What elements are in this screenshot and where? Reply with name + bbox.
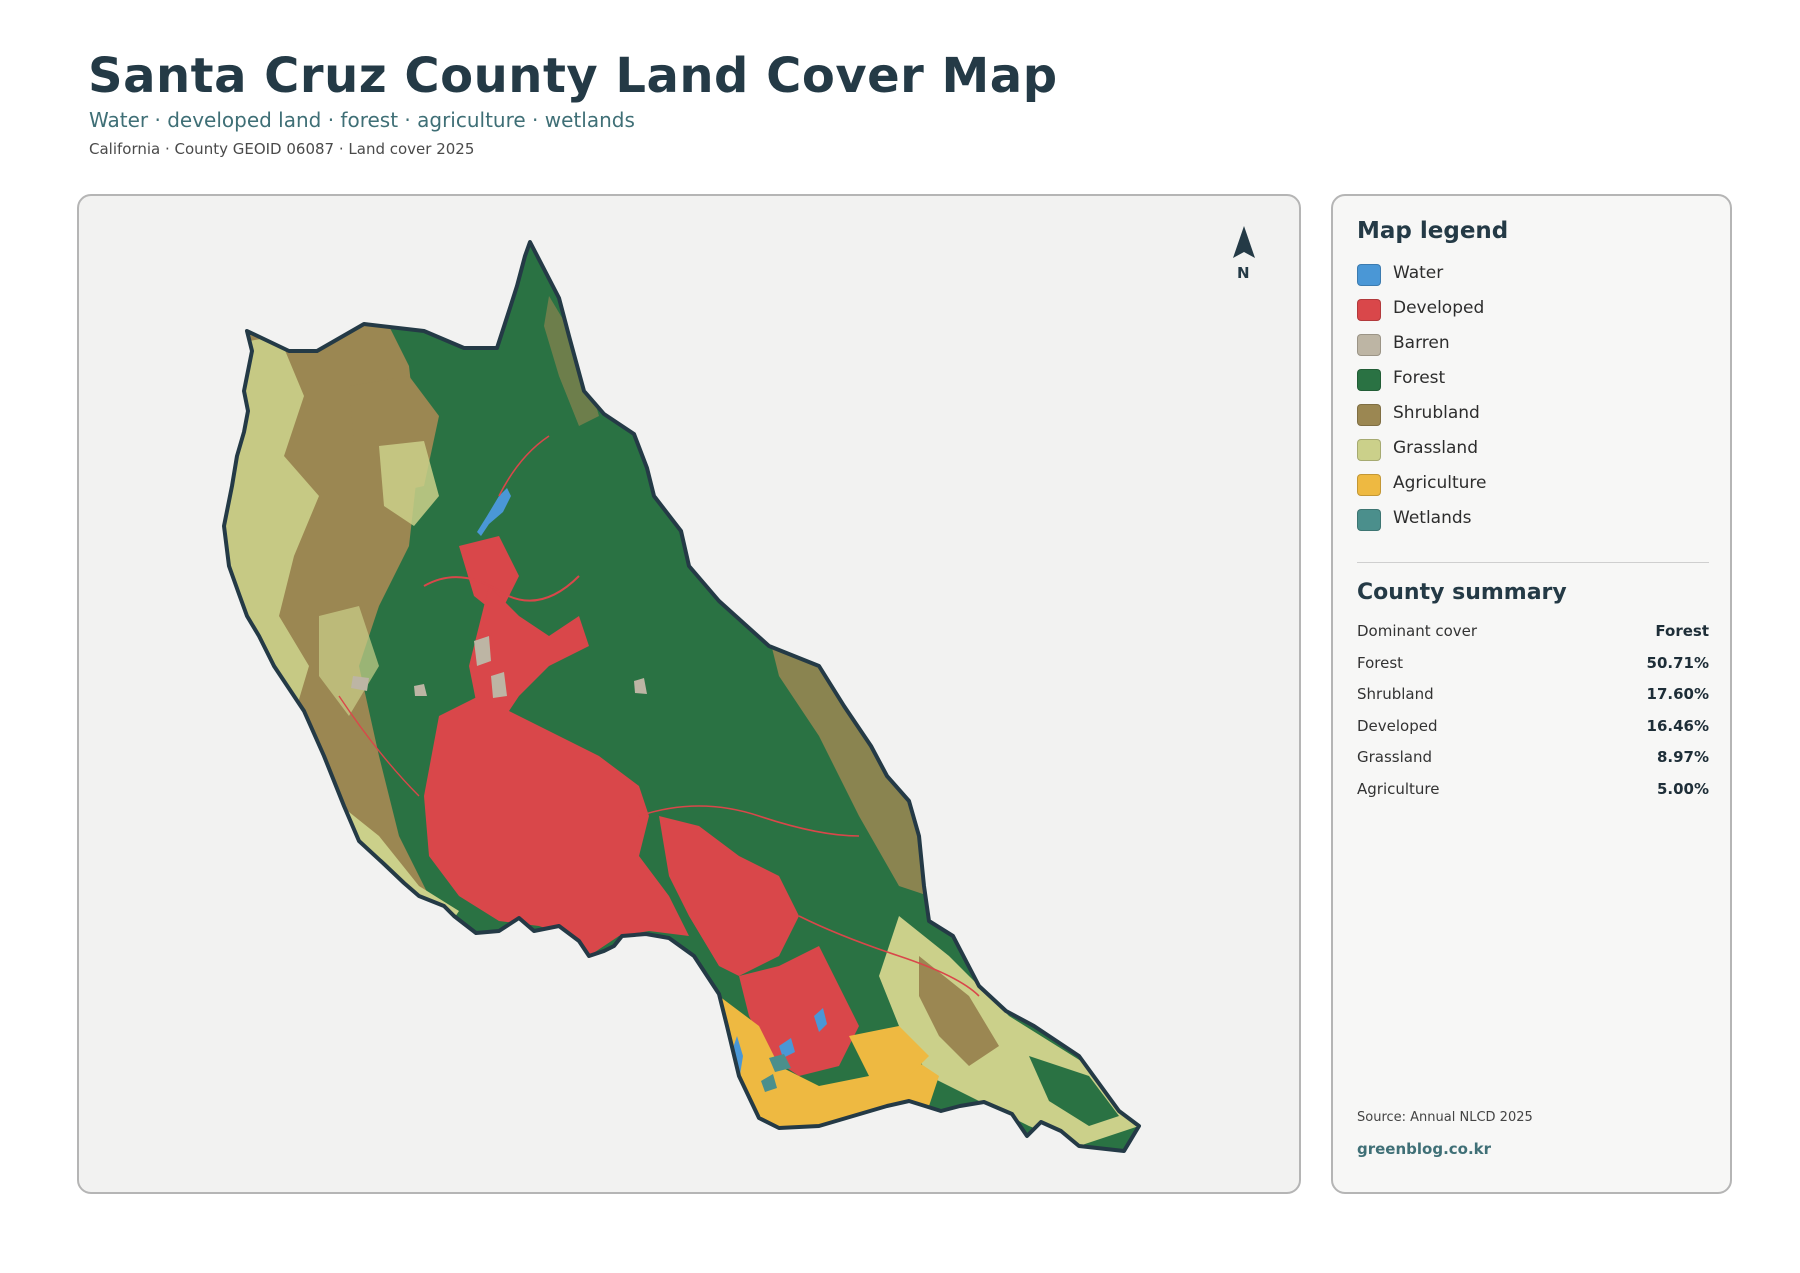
summary-table: Dominant cover Forest Forest 50.71% Shru…	[1357, 622, 1709, 811]
developed-watsonville	[739, 946, 859, 1076]
barren-patch-2	[491, 672, 507, 698]
legend-label-forest: Forest	[1393, 368, 1446, 388]
legend-swatch-forest	[1357, 369, 1381, 391]
panel-divider	[1357, 562, 1709, 563]
summary-row-dominant: Dominant cover Forest	[1357, 622, 1709, 654]
developed-road-3	[638, 805, 860, 837]
legend-label-grassland: Grassland	[1393, 438, 1478, 458]
legend-label-developed: Developed	[1393, 298, 1485, 318]
legend-swatch-agriculture	[1357, 474, 1381, 496]
legend-item-water: Water	[1357, 263, 1717, 299]
developed-road-5	[338, 695, 420, 797]
legend-swatch-water	[1357, 264, 1381, 286]
summary-key: Shrubland	[1357, 685, 1434, 703]
page-subtitle: Water · developed land · forest · agricu…	[89, 108, 635, 132]
map-panel[interactable]	[77, 194, 1301, 1194]
summary-row-shrubland: Shrubland 17.60%	[1357, 685, 1709, 717]
legend-item-agriculture: Agriculture	[1357, 473, 1717, 509]
summary-key: Agriculture	[1357, 779, 1440, 798]
summary-value: 17.60%	[1646, 685, 1709, 703]
north-arrow-icon	[1233, 226, 1255, 258]
site-link[interactable]: greenblog.co.kr	[1357, 1140, 1492, 1158]
legend-label-barren: Barren	[1393, 333, 1450, 353]
summary-title: County summary	[1357, 580, 1567, 605]
summary-value: 8.97%	[1656, 748, 1709, 766]
north-grass-patch	[379, 441, 439, 526]
legend-item-forest: Forest	[1357, 368, 1717, 404]
legend-item-barren: Barren	[1357, 333, 1717, 369]
legend-swatch-developed	[1357, 299, 1381, 321]
developed-road-2	[498, 435, 550, 497]
barren-patch-3	[351, 676, 369, 691]
legend-swatch-barren	[1357, 334, 1381, 356]
water-pinto-lake	[779, 1038, 795, 1058]
developed-santa-cruz	[424, 696, 689, 956]
page-meta: California · County GEOID 06087 · Land c…	[89, 140, 475, 158]
summary-key: Developed	[1357, 716, 1438, 735]
summary-key: Grassland	[1357, 748, 1432, 766]
summary-value: 16.46%	[1646, 716, 1709, 735]
legend-item-wetlands: Wetlands	[1357, 508, 1717, 544]
legend-label-wetlands: Wetlands	[1393, 508, 1472, 528]
agriculture-east	[849, 1026, 929, 1076]
legend-item-developed: Developed	[1357, 298, 1717, 334]
water-slough-3	[761, 1074, 777, 1092]
summary-value: 5.00%	[1656, 779, 1709, 798]
agriculture-pajaro-valley	[719, 996, 939, 1128]
barren-patch-1	[474, 636, 491, 666]
east-ridge-shrub	[769, 636, 929, 896]
county-map[interactable]	[79, 196, 1301, 1194]
legend-label-water: Water	[1393, 263, 1444, 283]
barren-patch-5	[634, 678, 647, 694]
water-slough-2	[814, 1008, 827, 1032]
summary-value: 50.71%	[1646, 653, 1709, 672]
page-title: Santa Cruz County Land Cover Map	[88, 48, 1058, 104]
developed-road-4	[798, 915, 980, 997]
water-loch-lomond	[477, 488, 511, 536]
summary-row-forest: Forest 50.71%	[1357, 654, 1709, 686]
legend-label-shrubland: Shrubland	[1393, 403, 1480, 423]
summary-key: Dominant cover	[1357, 622, 1478, 640]
summary-row-grassland: Grassland 8.97%	[1357, 748, 1709, 780]
barren-patch-4	[414, 684, 427, 696]
side-panel: Map legend Water Developed Barren Forest…	[1331, 194, 1732, 1194]
southeast-shrub-zone	[919, 956, 999, 1066]
developed-scotts-valley	[459, 536, 519, 616]
legend-list: Water Developed Barren Forest Shrubland …	[1357, 263, 1717, 544]
summary-value: Forest	[1655, 622, 1709, 640]
legend-swatch-shrubland	[1357, 404, 1381, 426]
wetlands-watsonville	[769, 1054, 791, 1072]
legend-title: Map legend	[1357, 218, 1509, 244]
legend-item-shrubland: Shrubland	[1357, 403, 1717, 439]
legend-swatch-grassland	[1357, 439, 1381, 461]
legend-label-agriculture: Agriculture	[1393, 473, 1487, 493]
coast-grass-strip	[329, 796, 459, 926]
developed-road-1	[423, 575, 580, 602]
legend-swatch-wetlands	[1357, 509, 1381, 531]
summary-key: Forest	[1357, 653, 1404, 672]
far-southeast-forest	[1029, 1056, 1119, 1126]
legend-item-grassland: Grassland	[1357, 438, 1717, 474]
source-note: Source: Annual NLCD 2025	[1357, 1110, 1533, 1125]
developed-aptos	[659, 816, 799, 976]
summary-row-developed: Developed 16.46%	[1357, 717, 1709, 749]
north-label: N	[1237, 264, 1250, 282]
summary-row-agriculture: Agriculture 5.00%	[1357, 780, 1709, 812]
